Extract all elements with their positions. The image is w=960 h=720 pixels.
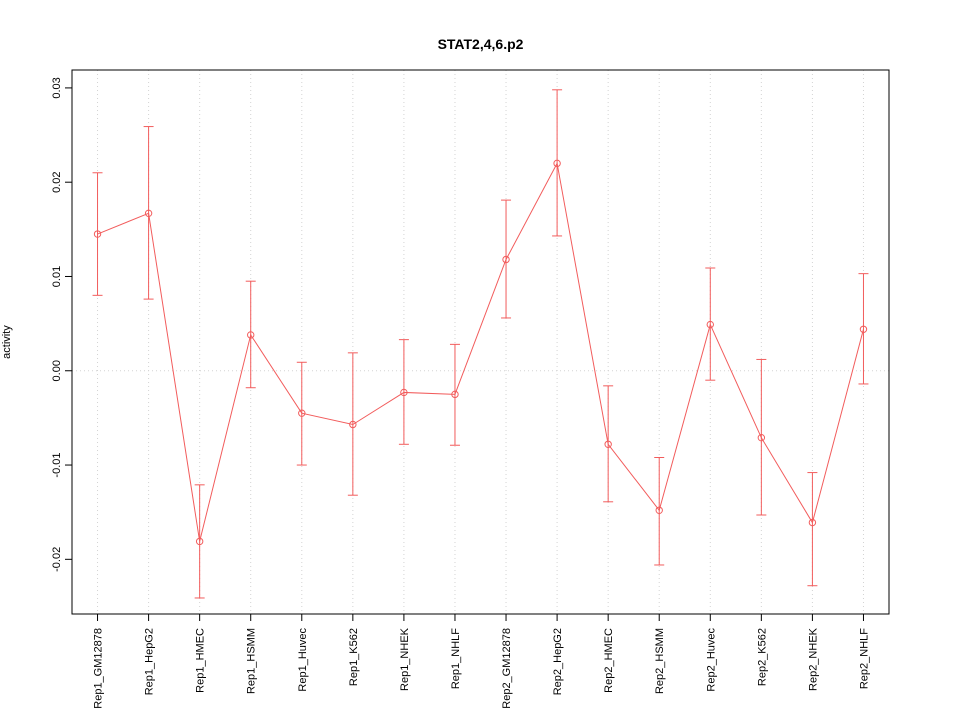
x-tick-label: Rep2_K562: [756, 628, 768, 686]
data-point: [93, 230, 102, 238]
x-tick-label: Rep1_NHLF: [450, 628, 462, 689]
y-tick-label: -0.01: [51, 452, 63, 477]
series-line: [97, 161, 864, 542]
data-point: [502, 255, 510, 264]
x-tick-label: Rep1_HMEC: [195, 628, 207, 693]
y-tick-label: -0.02: [51, 547, 63, 572]
x-tick-label: Rep1_K562: [348, 628, 360, 686]
data-point: [298, 409, 306, 417]
x-tick-label: Rep2_HepG2: [552, 628, 564, 695]
x-tick-label: Rep2_HSMM: [654, 628, 666, 694]
plot-background: [72, 70, 889, 614]
data-point: [451, 390, 459, 399]
y-tick-label: 0.00: [51, 360, 63, 381]
data-point: [604, 440, 612, 448]
x-tick-label: Rep2_GM12878: [501, 628, 513, 709]
data-point: [808, 518, 817, 527]
x-tick-label: Rep2_NHLF: [858, 628, 870, 689]
data-point: [144, 209, 153, 218]
x-tick-label: Rep1_HepG2: [144, 628, 156, 695]
data-point: [400, 388, 408, 397]
data-point: [655, 506, 663, 514]
data-point: [349, 420, 357, 429]
x-tick-label: Rep1_HSMM: [246, 628, 258, 694]
x-tick-label: Rep1_GM12878: [93, 628, 105, 709]
data-point: [706, 320, 714, 329]
y-axis-label: activity: [1, 325, 13, 359]
data-point: [247, 331, 255, 339]
y-tick-label: 0.02: [51, 171, 63, 192]
data-point: [553, 159, 561, 168]
x-tick-label: Rep2_Huvec: [705, 628, 717, 692]
data-point: [859, 325, 868, 333]
x-tick-label: Rep2_NHEK: [807, 627, 819, 691]
y-tick-label: 0.03: [51, 77, 63, 98]
x-tick-label: Rep1_NHEK: [399, 627, 411, 691]
x-tick-label: Rep2_HMEC: [603, 628, 615, 693]
plot-border: [71, 69, 890, 615]
data-point: [195, 537, 204, 546]
x-tick-label: Rep1_Huvec: [297, 628, 309, 692]
data-point: [757, 433, 766, 442]
chart-title: STAT2,4,6.p2: [437, 36, 524, 52]
y-tick-label: 0.01: [51, 266, 63, 287]
